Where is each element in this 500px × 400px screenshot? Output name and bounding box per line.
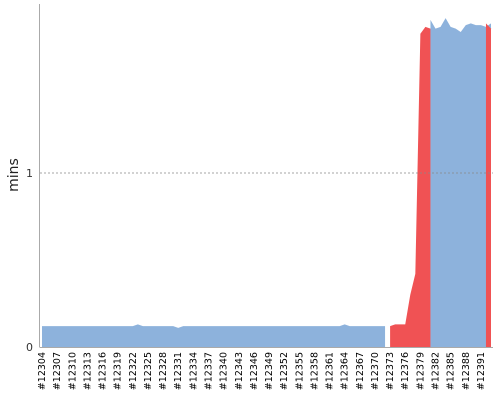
x-tick-label: #12367 xyxy=(355,352,366,390)
x-tick-label: #12304 xyxy=(37,352,48,390)
area-fail xyxy=(485,23,491,348)
x-tick-label: #12310 xyxy=(67,352,78,390)
x-tick-label: #12325 xyxy=(143,352,154,390)
x-tick-label: #12373 xyxy=(385,352,396,390)
x-tick-label: #12349 xyxy=(264,352,275,390)
area-pass xyxy=(42,324,386,347)
x-tick-label: #12331 xyxy=(173,352,184,390)
x-tick-label: #12340 xyxy=(219,352,230,390)
x-tick-label: #12358 xyxy=(309,352,320,390)
x-tick-label: #12370 xyxy=(370,352,381,390)
x-tick-label: #12328 xyxy=(158,352,169,390)
y-axis-label: mins xyxy=(6,158,22,192)
y-tick-label: 1 xyxy=(26,167,33,180)
y-tick-label: 0 xyxy=(26,341,33,354)
area-fail xyxy=(390,26,431,348)
x-tick-label: #12364 xyxy=(340,352,351,390)
x-tick-label: #12346 xyxy=(249,352,260,390)
area-series-layer xyxy=(42,18,491,348)
x-tick-label: #12382 xyxy=(431,352,442,390)
x-tick-label: #12334 xyxy=(188,352,199,390)
x-tick-label: #12355 xyxy=(294,352,305,390)
x-tick-label: #12352 xyxy=(279,352,290,390)
area-pass xyxy=(430,18,491,347)
x-tick-label: #12307 xyxy=(52,352,63,390)
x-tick-label: #12385 xyxy=(446,352,457,390)
x-tick-labels: #12304 #12307 #12310 #12313 #12316 #12319 #123… xyxy=(37,352,487,390)
x-tick-label: #12343 xyxy=(234,352,245,390)
x-tick-label: #12322 xyxy=(128,352,139,390)
y-tick-labels: 01 xyxy=(26,167,33,354)
x-tick-label: #12361 xyxy=(325,352,336,390)
x-tick-label: #12337 xyxy=(203,352,214,390)
x-tick-label: #12376 xyxy=(400,352,411,390)
x-tick-label: #12316 xyxy=(98,352,109,390)
x-tick-label: #12379 xyxy=(415,352,426,390)
x-tick-label: #12313 xyxy=(82,352,93,390)
x-tick-label: #12319 xyxy=(113,352,124,390)
x-tick-label: #12388 xyxy=(461,352,472,390)
x-tick-label: #12391 xyxy=(476,352,487,390)
